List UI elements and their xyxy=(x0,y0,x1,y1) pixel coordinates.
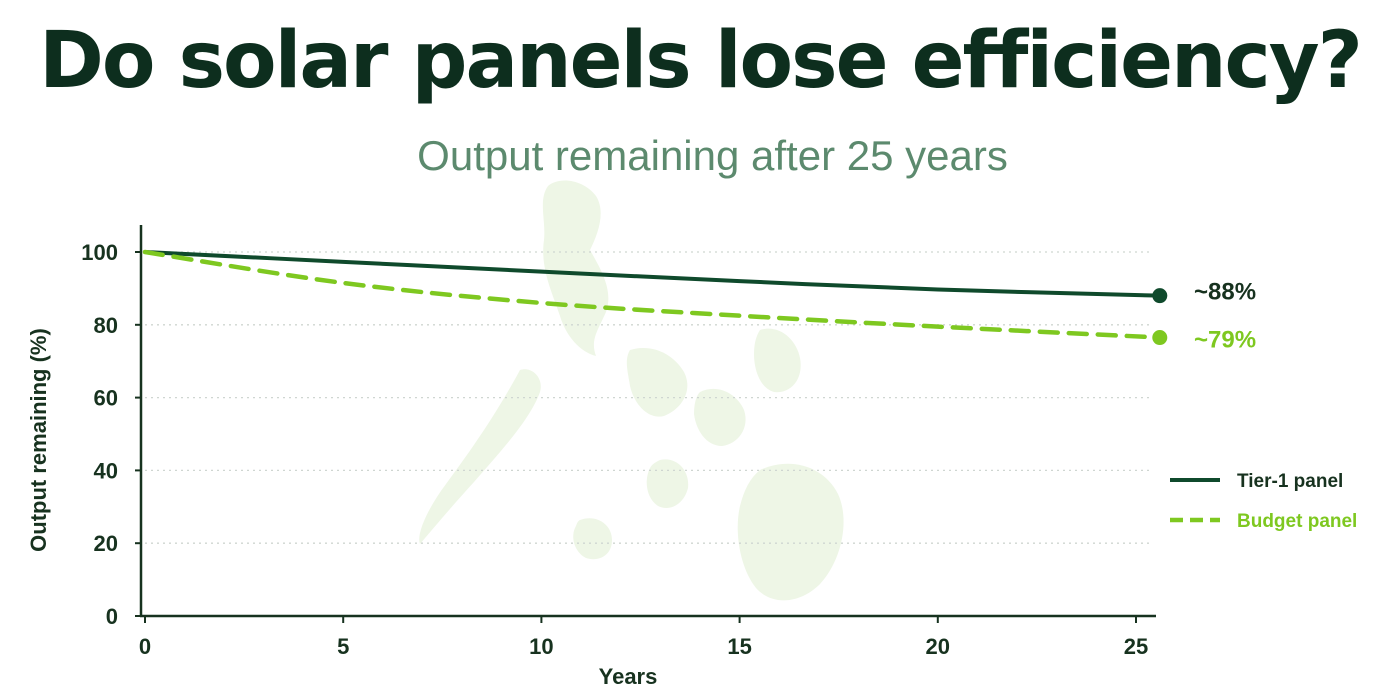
end-labels: ~88% ~79% xyxy=(1194,279,1256,354)
map-shape xyxy=(419,369,541,544)
x-tick-labels: 0 5 10 15 20 25 xyxy=(139,616,1148,659)
chart-title: Do solar panels lose efficiency? xyxy=(39,16,1363,106)
legend: Tier-1 panel Budget panel xyxy=(1170,471,1357,532)
x-tick-label: 10 xyxy=(529,634,553,659)
chart-subtitle: Output remaining after 25 years xyxy=(417,132,1008,179)
x-tick-label: 5 xyxy=(337,634,349,659)
y-tick-label: 80 xyxy=(94,313,118,338)
x-tick-label: 15 xyxy=(727,634,751,659)
philippines-map-watermark xyxy=(419,180,844,601)
series-line-tier1 xyxy=(143,250,1162,298)
y-tick-label: 60 xyxy=(94,386,118,411)
y-tick-labels: 0 20 40 60 80 100 xyxy=(81,240,141,629)
y-tick-label: 40 xyxy=(94,458,118,483)
legend-label: Budget panel xyxy=(1237,511,1357,532)
map-shape xyxy=(573,518,612,560)
series-line-budget xyxy=(142,249,1163,340)
y-tick-label: 20 xyxy=(94,531,118,556)
map-shape xyxy=(754,328,801,393)
y-axis-label: Output remaining (%) xyxy=(26,328,51,552)
end-label: ~88% xyxy=(1194,279,1256,306)
x-tick-label: 0 xyxy=(139,634,151,659)
map-shape xyxy=(737,463,844,601)
series xyxy=(142,249,1168,346)
x-tick-label: 20 xyxy=(926,634,950,659)
map-shape xyxy=(542,180,609,356)
end-label: ~79% xyxy=(1194,327,1256,354)
series-end-point xyxy=(1152,288,1168,304)
map-shape xyxy=(694,388,746,446)
axes xyxy=(139,225,1156,618)
map-shape xyxy=(646,459,689,508)
y-tick-label: 100 xyxy=(81,240,118,265)
series-end-point xyxy=(1152,330,1168,346)
legend-label: Tier-1 panel xyxy=(1237,471,1343,492)
x-tick-label: 25 xyxy=(1124,634,1148,659)
y-tick-label: 0 xyxy=(106,604,118,629)
map-shape xyxy=(626,348,688,417)
x-axis-label: Years xyxy=(599,664,658,689)
